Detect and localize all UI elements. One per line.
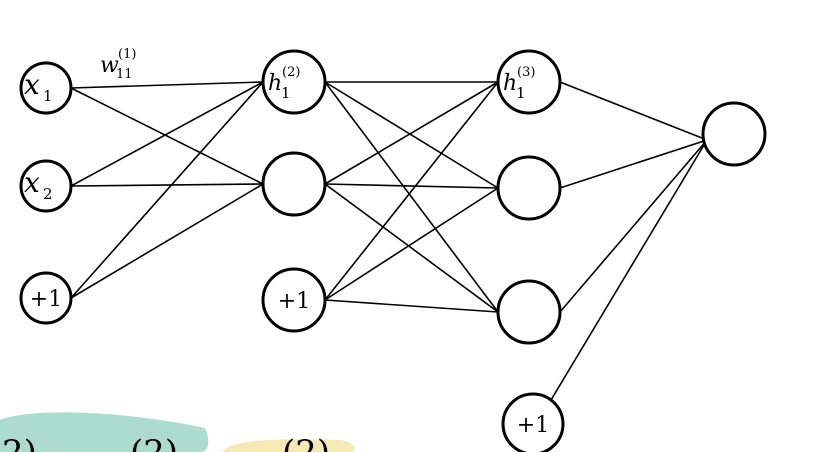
edge-l1-0-to-l2-2 [324, 81, 499, 313]
edge-l0-1-to-l1-0 [70, 81, 264, 187]
node-superscript: (3) [517, 65, 535, 80]
edge-l2-1-to-output [559, 139, 708, 189]
svg-text:(1): (1) [118, 47, 136, 62]
node-circle [261, 49, 327, 115]
node-label: x [24, 166, 40, 199]
node-circle [261, 151, 327, 217]
weight-label-w11: w 11 (1) [100, 47, 136, 82]
node-label: +1 [517, 413, 549, 438]
node-circle [501, 392, 565, 452]
yellow-highlight-stroke [222, 439, 355, 452]
layer2-node2-unit [496, 279, 562, 345]
bottom-fragment-right: (2) [282, 433, 330, 452]
edge-l0-2-to-l1-1 [70, 183, 264, 299]
edge-l1-1-to-l2-0 [324, 81, 499, 185]
node-circle [19, 61, 73, 115]
connections [70, 81, 708, 401]
edge-l0-0-to-l1-1 [70, 87, 264, 185]
edge-l2-3-to-output [550, 139, 708, 401]
layer2-node3-bias: +1 [501, 392, 565, 452]
node-subscript: 2 [43, 185, 53, 203]
nodes: x 1x 2+1h1(2)+1h1(3)+1 [19, 49, 767, 452]
edge-l1-2-to-l2-1 [324, 187, 499, 301]
layer3-node0-unit [701, 101, 767, 167]
teal-highlight-stroke [0, 412, 209, 452]
node-label: +1 [30, 287, 62, 312]
node-label: h [268, 71, 282, 96]
node-circle [261, 267, 327, 333]
edge-l1-2-to-l2-2 [324, 299, 499, 313]
node-circle [19, 159, 73, 213]
node-superscript: (2) [282, 65, 300, 80]
edge-l1-1-to-l2-1 [324, 183, 499, 189]
node-subscript: 1 [43, 87, 53, 105]
layer2-node0-labeled: h1 (3) [496, 49, 562, 115]
layer0-node2-bias: +1 [19, 271, 73, 325]
edge-l2-0-to-output [559, 81, 708, 141]
bottom-fragment-middle: (2) [130, 433, 178, 452]
node-label: h [503, 71, 517, 96]
svg-text:w: w [100, 53, 119, 78]
node-circle [19, 271, 73, 325]
edge-l0-2-to-l1-0 [70, 81, 264, 299]
node-circle [496, 279, 562, 345]
edge-l1-1-to-l2-2 [324, 183, 499, 313]
edge-l0-1-to-l1-1 [70, 183, 264, 187]
node-circle [496, 155, 562, 221]
layer2-node1-unit [496, 155, 562, 221]
node-label: +1 [278, 289, 310, 314]
edge-l1-2-to-l2-0 [324, 81, 499, 301]
node-circle [496, 49, 562, 115]
layer1-node0-labeled: h1 (2) [261, 49, 327, 115]
svg-text:11: 11 [116, 67, 133, 82]
edge-l1-0-to-l2-1 [324, 81, 499, 189]
layer1-node2-bias: +1 [261, 267, 327, 333]
layer1-node1-unit [261, 151, 327, 217]
node-subscript: 1 [516, 84, 526, 102]
node-label: x [24, 68, 40, 101]
node-circle [701, 101, 767, 167]
node-subscript: 1 [281, 84, 291, 102]
bottom-fragment-left: 2) [2, 433, 37, 452]
edge-l0-0-to-l1-0 [70, 81, 264, 89]
edge-l2-2-to-output [559, 139, 708, 313]
